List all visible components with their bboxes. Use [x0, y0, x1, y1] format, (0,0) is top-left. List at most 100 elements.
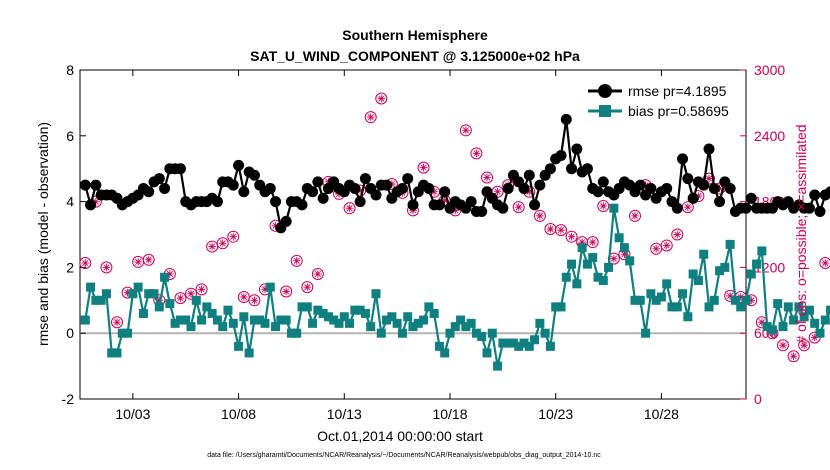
obs-assimilated-point	[250, 296, 259, 305]
obs-assimilated-point	[303, 283, 312, 291]
bias-point	[688, 269, 698, 279]
bias-markers	[80, 203, 830, 371]
obs-possible-point	[227, 230, 240, 243]
obs-assimilated-point	[462, 126, 470, 135]
bias-point	[281, 315, 291, 325]
obs-assimilated-point	[176, 294, 185, 302]
bias-point	[318, 308, 328, 318]
bias-point	[567, 259, 577, 269]
obs-assimilated-point	[631, 212, 639, 220]
bias-point	[276, 315, 286, 325]
plot-frame	[79, 69, 747, 400]
y-tick-label: 6	[66, 128, 74, 144]
obs-assimilated-point	[292, 257, 301, 265]
bias-point	[820, 315, 830, 325]
bias-point	[360, 308, 370, 318]
bias-point	[535, 318, 545, 328]
bias-point	[604, 262, 614, 272]
bias-point	[302, 302, 312, 312]
bias-point	[545, 341, 555, 351]
bias-point	[334, 318, 344, 328]
x-tick-label: 10/13	[327, 406, 362, 422]
rmse-point	[523, 169, 535, 181]
bias-point	[181, 315, 191, 325]
legend-rmse-label: rmse pr=4.1895	[628, 83, 727, 99]
bias-point	[672, 302, 682, 312]
bias-point	[593, 272, 603, 282]
bias-point	[582, 259, 592, 269]
bias-point	[297, 302, 307, 312]
bias-point	[371, 289, 381, 299]
rmse-point	[143, 186, 155, 198]
chart-subtitle: SAT_U_WIND_COMPONENT @ 3.125000e+02 hPa	[250, 48, 580, 64]
bias-point	[773, 299, 783, 309]
bias-point	[154, 302, 164, 312]
bias-point	[799, 312, 809, 322]
bias-point	[355, 305, 365, 315]
bias-point	[662, 279, 672, 289]
obs-assimilated-point	[536, 212, 544, 220]
rmse-point	[740, 202, 752, 214]
rmse-point	[280, 215, 292, 227]
obs-assimilated-point	[240, 293, 248, 301]
bias-point	[789, 315, 799, 325]
obs-assimilated-point	[102, 263, 111, 272]
obs-assimilated-point	[81, 259, 90, 267]
rmse-point	[661, 182, 673, 194]
bias-point	[720, 262, 730, 272]
bias-point	[308, 318, 318, 328]
obs-assimilated-point	[282, 287, 290, 296]
bias-point	[403, 312, 413, 322]
obs-possible-point	[311, 267, 324, 280]
bias-point	[382, 315, 392, 325]
bias-point	[556, 302, 566, 312]
bias-point	[160, 272, 170, 282]
rmse-point	[671, 202, 683, 214]
bias-point	[228, 318, 238, 328]
bias-point	[614, 233, 624, 243]
bias-point	[429, 308, 439, 318]
bias-point	[466, 318, 476, 328]
bias-point	[223, 305, 233, 315]
bias-point	[503, 338, 513, 348]
rmse-point	[708, 182, 720, 194]
obs-assimilated-point	[821, 259, 830, 267]
obs-assimilated-point	[472, 149, 481, 158]
bias-point	[212, 315, 222, 325]
chart-title: Southern Hemisphere	[342, 27, 488, 43]
bias-point	[762, 322, 772, 332]
bias-point	[323, 312, 333, 322]
bias-point	[630, 295, 640, 305]
bias-point	[752, 259, 762, 269]
obs-possible-point	[777, 339, 789, 352]
bias-point	[376, 328, 386, 338]
obs-assimilated-point	[187, 289, 195, 298]
rmse-point	[814, 205, 826, 217]
footnote: data file: /Users/gharamti/Documents/NCA…	[207, 452, 601, 459]
bias-point	[456, 315, 466, 325]
bias-point	[138, 308, 148, 318]
bias-point	[498, 338, 508, 348]
obs-assimilated-point	[229, 232, 238, 241]
rmse-point	[703, 143, 715, 155]
y2-tick-label: 2400	[754, 128, 785, 144]
obs-possible-point	[79, 257, 92, 270]
bias-point	[699, 249, 709, 259]
obs-assimilated-point	[588, 238, 597, 246]
x-tick-label: 10/18	[432, 406, 467, 422]
rmse-point	[264, 182, 276, 194]
bias-point	[197, 315, 207, 325]
rmse-point	[85, 199, 97, 211]
rmse-point	[407, 199, 419, 211]
bias-point	[234, 341, 244, 351]
rmse-point	[270, 196, 282, 208]
rmse-point	[581, 163, 593, 175]
bias-point	[778, 322, 788, 332]
bias-point	[641, 328, 651, 338]
obs-assimilated-point	[144, 255, 153, 264]
bias-point	[91, 295, 101, 305]
y-tick-label: 4	[66, 194, 74, 210]
bias-point	[709, 295, 719, 305]
